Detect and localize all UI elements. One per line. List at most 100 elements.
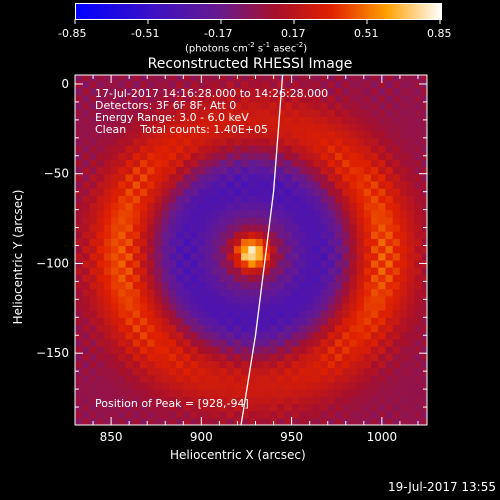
heatmap-cell (233, 188, 242, 196)
heatmap-cell (378, 331, 387, 340)
heatmap-cell (89, 145, 98, 153)
heatmap-cell (327, 317, 336, 326)
heatmap-cell (284, 130, 293, 139)
heatmap-cell (371, 295, 379, 304)
heatmap-cell (378, 123, 387, 132)
heatmap-cell (89, 403, 98, 412)
heatmap-cell (176, 109, 184, 117)
heatmap-cell (342, 123, 350, 132)
heatmap-cell (291, 267, 300, 275)
heatmap-cell (154, 238, 163, 247)
heatmap-cell (284, 223, 293, 232)
heatmap-cell (255, 101, 264, 110)
heatmap-cell (421, 173, 427, 182)
heatmap-cell (82, 173, 91, 182)
heatmap-cell (197, 281, 206, 290)
heatmap-cell (89, 109, 98, 117)
heatmap-cell (342, 281, 350, 290)
heatmap-cell (190, 410, 199, 419)
heatmap-cell (103, 417, 112, 425)
heatmap-cell (356, 302, 365, 311)
heatmap-cell (82, 109, 91, 117)
heatmap-cell (168, 231, 177, 239)
heatmap-cell (111, 80, 119, 89)
heatmap-cell (82, 252, 91, 261)
heatmap-cell (111, 166, 119, 175)
heatmap-cell (421, 353, 427, 361)
heatmap-cell (197, 295, 206, 304)
heatmap-cell (226, 109, 235, 117)
heatmap-cell (421, 267, 427, 275)
heatmap-cell (407, 381, 415, 390)
heatmap-cell (349, 403, 358, 412)
heatmap-cell (298, 137, 307, 146)
heatmap-cell (378, 403, 387, 412)
heatmap-cell (183, 188, 192, 196)
heatmap-cell (306, 346, 314, 354)
heatmap-cell (132, 346, 141, 354)
heatmap-cell (176, 396, 184, 405)
heatmap-cell (212, 302, 221, 311)
heatmap-cell (241, 360, 249, 369)
heatmap-cell (226, 202, 235, 211)
heatmap-cell (197, 145, 206, 153)
heatmap-cell (96, 259, 105, 268)
heatmap-cell (284, 346, 293, 354)
heatmap-cell (96, 295, 105, 304)
heatmap-cell (407, 123, 415, 132)
heatmap-cell (89, 137, 98, 146)
heatmap-cell (306, 324, 314, 333)
heatmap-cell (269, 403, 278, 412)
heatmap-cell (111, 209, 119, 218)
heatmap-cell (161, 302, 170, 311)
heatmap-cell (241, 403, 249, 412)
heatmap-cell (356, 374, 365, 383)
heatmap-cell (255, 130, 264, 139)
heatmap-cell (103, 94, 112, 103)
heatmap-cell (204, 288, 213, 297)
heatmap-cell (233, 360, 242, 369)
heatmap-cell (241, 274, 249, 283)
heatmap-cell (139, 403, 148, 412)
heatmap-cell (262, 94, 271, 103)
heatmap-cell (161, 381, 170, 390)
heatmap-cell (75, 101, 83, 110)
heatmap-cell (414, 346, 423, 354)
heatmap-cell (327, 338, 336, 347)
heatmap-cell (414, 245, 423, 254)
heatmap-cell (334, 310, 343, 318)
heatmap-cell (378, 295, 387, 304)
heatmap-cell (363, 302, 372, 311)
heatmap-cell (284, 180, 293, 189)
heatmap-cell (241, 123, 249, 132)
heatmap-cell (248, 367, 257, 376)
heatmap-cell (385, 295, 394, 304)
heatmap-cell (284, 195, 293, 204)
heatmap-cell (255, 109, 264, 117)
heatmap-cell (103, 238, 112, 247)
heatmap-cell (248, 252, 257, 261)
heatmap-cell (147, 302, 156, 311)
heatmap-cell (118, 202, 127, 211)
heatmap-cell (363, 381, 372, 390)
heatmap-cell (284, 159, 293, 168)
heatmap-cell (125, 389, 134, 397)
heatmap-cell (298, 166, 307, 175)
heatmap-cell (363, 245, 372, 254)
heatmap-cell (407, 389, 415, 397)
heatmap-cell (96, 381, 105, 390)
heatmap-cell (306, 389, 314, 397)
heatmap-cell (255, 396, 264, 405)
heatmap-cell (363, 259, 372, 268)
heatmap-cell (183, 109, 192, 117)
heatmap-cell (132, 331, 141, 340)
heatmap-cell (233, 410, 242, 419)
heatmap-cell (385, 130, 394, 139)
heatmap-cell (385, 396, 394, 405)
heatmap-cell (421, 274, 427, 283)
heatmap-cell (392, 346, 401, 354)
heatmap-cell (89, 274, 98, 283)
heatmap-cell (139, 410, 148, 419)
heatmap-cell (168, 137, 177, 146)
heatmap-cell (89, 331, 98, 340)
